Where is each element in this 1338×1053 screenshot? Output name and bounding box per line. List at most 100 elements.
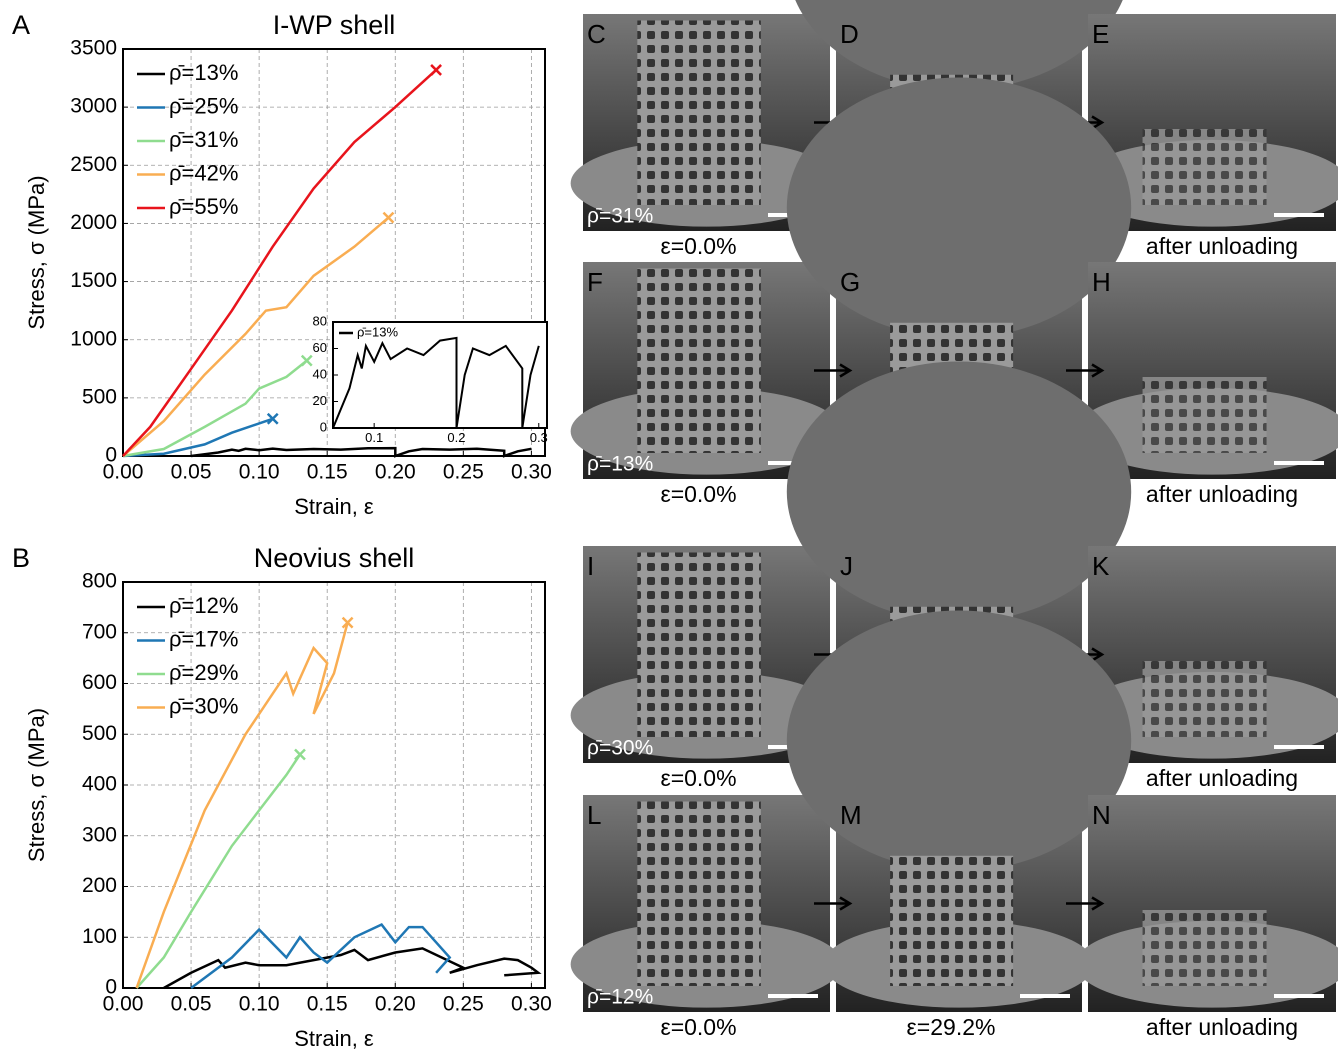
- lattice-sample: [1143, 377, 1267, 453]
- density-label: ρ̄=30%: [587, 737, 653, 760]
- y-tick-label: 1000: [70, 327, 117, 350]
- y-tick-label: 600: [82, 671, 117, 694]
- failure-marker: [383, 213, 393, 223]
- failure-marker: [295, 750, 305, 760]
- lattice-sample: [1143, 910, 1267, 986]
- caption: after unloading: [1146, 233, 1298, 259]
- scale-bar: [1274, 213, 1324, 217]
- x-tick-label: 0.2: [447, 430, 465, 445]
- caption: after unloading: [1146, 481, 1298, 507]
- sem-image: [571, 795, 843, 1012]
- y-tick-label: 500: [82, 385, 117, 408]
- density-label: ρ̄=12%: [587, 986, 653, 1009]
- x-tick-label: 0.10: [239, 460, 280, 483]
- legend-label: ρ̄=13%: [357, 324, 398, 339]
- indenter: [787, 78, 1131, 338]
- y-tick-label: 2500: [70, 153, 117, 176]
- y-tick-label: 1500: [70, 269, 117, 292]
- x-tick-label: 0.05: [171, 460, 212, 483]
- lattice-sample: [637, 269, 761, 453]
- lattice-sample: [637, 553, 761, 737]
- x-tick-label: 0.05: [171, 992, 212, 1015]
- caption: after unloading: [1146, 1014, 1298, 1040]
- x-tick-label: 0.25: [443, 460, 484, 483]
- y-tick-label: 100: [82, 925, 117, 948]
- lattice-sample: [637, 21, 761, 205]
- y-axis-label: Stress, σ (MPa): [24, 708, 49, 862]
- caption: ε=0.0%: [660, 233, 736, 259]
- y-tick-label: 0: [105, 976, 117, 999]
- caption: ε=0.0%: [660, 1014, 736, 1040]
- panel-letter: A: [12, 10, 30, 40]
- panel-letter: F: [587, 267, 603, 297]
- legend-label: ρ̄=30%: [169, 693, 238, 718]
- data-line: [191, 925, 450, 988]
- failure-marker: [302, 356, 312, 366]
- caption: ε=0.0%: [660, 765, 736, 791]
- panel-letter: L: [587, 800, 601, 830]
- scale-bar: [768, 994, 818, 998]
- scale-bar: [1274, 745, 1324, 749]
- legend-label: ρ̄=12%: [169, 593, 238, 618]
- x-tick-label: 0.1: [365, 430, 383, 445]
- x-axis-label: Strain, ε: [294, 494, 374, 519]
- y-tick-label: 700: [82, 620, 117, 643]
- x-tick-label: 0.25: [443, 992, 484, 1015]
- lattice-sample: [637, 802, 761, 986]
- x-tick-label: 0.15: [307, 460, 348, 483]
- y-axis-label: Stress, σ (MPa): [24, 175, 49, 329]
- chart-title: Neovius shell: [254, 543, 415, 573]
- y-tick-label: 800: [82, 570, 117, 593]
- legend-label: ρ̄=42%: [169, 160, 238, 185]
- data-line: [123, 361, 307, 456]
- y-tick-label: 200: [82, 874, 117, 897]
- legend-label: ρ̄=25%: [169, 93, 238, 118]
- x-tick-label: 0.30: [511, 460, 552, 483]
- y-tick-label: 3000: [70, 95, 117, 118]
- data-line: [137, 755, 300, 989]
- legend-label: ρ̄=31%: [169, 127, 238, 152]
- page: {"chart_data": [ {"type": "line", "lette…: [0, 0, 1338, 1053]
- y-tick-label: 0: [105, 444, 117, 467]
- y-tick-label: 60: [313, 340, 327, 355]
- y-tick-label: 0: [320, 419, 327, 434]
- caption: after unloading: [1146, 765, 1298, 791]
- panel-letter: H: [1092, 267, 1111, 297]
- sem-image: [1076, 795, 1338, 1012]
- panel-letter: C: [587, 19, 606, 49]
- x-tick-label: 0.20: [375, 992, 416, 1015]
- x-tick-label: 0.10: [239, 992, 280, 1015]
- lattice-sample: [890, 856, 1013, 986]
- panel-letter: J: [840, 551, 853, 581]
- panel-letter: G: [840, 267, 860, 297]
- density-label: ρ̄=13%: [587, 453, 653, 476]
- panel-letter: I: [587, 551, 594, 581]
- legend-label: ρ̄=55%: [169, 194, 238, 219]
- panel-letter: N: [1092, 800, 1111, 830]
- caption: ε=29.2%: [907, 1014, 996, 1040]
- data-line: [191, 448, 531, 456]
- density-label: ρ̄=31%: [587, 205, 653, 228]
- sem-image: [787, 611, 1131, 1012]
- failure-marker: [431, 65, 441, 75]
- lattice-sample: [1143, 129, 1267, 205]
- x-tick-label: 0.20: [375, 460, 416, 483]
- scale-bar: [1274, 994, 1324, 998]
- y-tick-label: 500: [82, 722, 117, 745]
- legend-label: ρ̄=17%: [169, 626, 238, 651]
- scale-bar: [1020, 994, 1070, 998]
- y-tick-label: 2000: [70, 211, 117, 234]
- panel-letter: K: [1092, 551, 1110, 581]
- y-tick-label: 20: [313, 393, 327, 408]
- data-line: [164, 948, 538, 988]
- scale-bar: [1274, 461, 1324, 465]
- y-tick-label: 400: [82, 773, 117, 796]
- x-tick-label: 0.30: [511, 992, 552, 1015]
- y-tick-label: 3500: [70, 37, 117, 60]
- legend-label: ρ̄=29%: [169, 660, 238, 685]
- y-tick-label: 40: [313, 366, 327, 381]
- legend-label: ρ̄=13%: [169, 60, 238, 85]
- panel-letter: E: [1092, 19, 1109, 49]
- panel-letter: D: [840, 19, 859, 49]
- panel-letter: M: [840, 800, 862, 830]
